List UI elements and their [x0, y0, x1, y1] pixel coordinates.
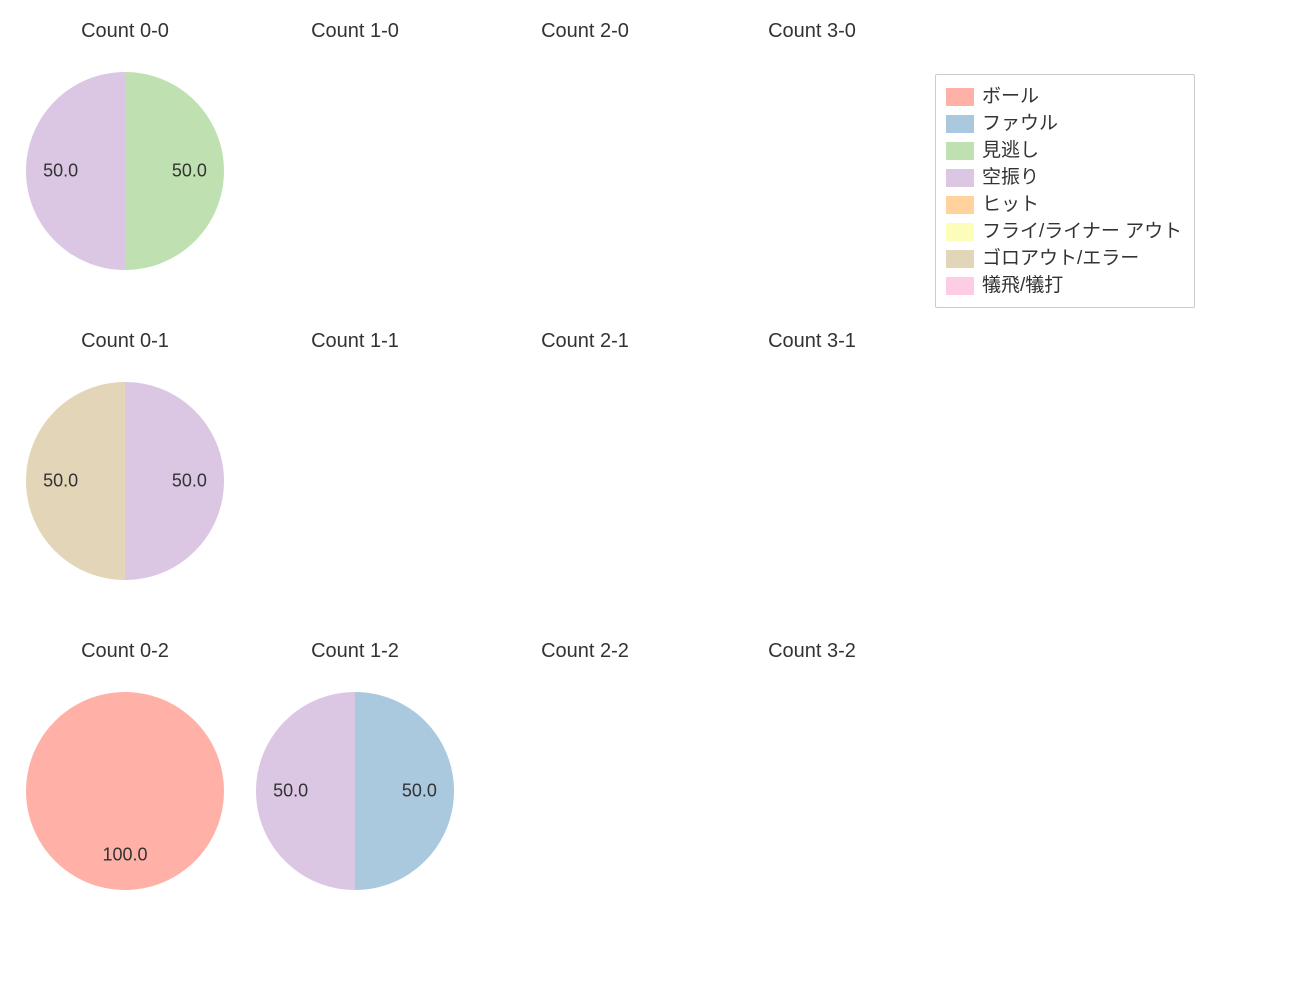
legend-item: 見逃し	[946, 137, 1182, 164]
pie-chart: 50.0 50.0	[26, 72, 224, 270]
pie-slice-label: 50.0	[43, 161, 78, 182]
pie-title: Count 1-2	[255, 640, 455, 663]
pie-slice-label: 100.0	[102, 845, 147, 866]
legend-swatch	[946, 142, 974, 160]
legend-label: 犠飛/犠打	[982, 276, 1063, 295]
legend-swatch	[946, 115, 974, 133]
pie-title: Count 2-1	[485, 330, 685, 353]
pie-title: Count 0-0	[25, 20, 225, 43]
legend-label: ヒット	[982, 195, 1039, 214]
legend: ボールファウル見逃し空振りヒットフライ/ライナー アウトゴロアウト/エラー犠飛/…	[935, 74, 1195, 308]
pie-chart: 50.0 50.0	[256, 692, 454, 890]
legend-swatch	[946, 277, 974, 295]
pie-title: Count 3-1	[712, 330, 912, 353]
legend-label: ゴロアウト/エラー	[982, 249, 1139, 268]
legend-label: ファウル	[982, 114, 1058, 133]
legend-label: フライ/ライナー アウト	[982, 222, 1182, 241]
legend-swatch	[946, 223, 974, 241]
pie-title: Count 0-2	[25, 640, 225, 663]
pie-title: Count 3-0	[712, 20, 912, 43]
legend-label: 見逃し	[982, 141, 1039, 160]
pie-title: Count 2-2	[485, 640, 685, 663]
legend-item: ヒット	[946, 191, 1182, 218]
pie-title: Count 0-1	[25, 330, 225, 353]
pie-slice-label: 50.0	[43, 471, 78, 492]
pie-slice-label: 50.0	[273, 781, 308, 802]
legend-label: 空振り	[982, 168, 1039, 187]
pie-slice-label: 50.0	[172, 161, 207, 182]
legend-item: ゴロアウト/エラー	[946, 245, 1182, 272]
pie-title: Count 3-2	[712, 640, 912, 663]
legend-item: ファウル	[946, 110, 1182, 137]
pie-title: Count 1-1	[255, 330, 455, 353]
legend-swatch	[946, 250, 974, 268]
figure-canvas: Count 0-0 50.0 50.0 Count 1-0 Count 2-0 Count…	[0, 0, 1300, 1000]
pie-slice-label: 50.0	[172, 471, 207, 492]
legend-swatch	[946, 196, 974, 214]
legend-item: 空振り	[946, 164, 1182, 191]
legend-item: フライ/ライナー アウト	[946, 218, 1182, 245]
pie-title: Count 1-0	[255, 20, 455, 43]
legend-item: 犠飛/犠打	[946, 272, 1182, 299]
pie-slice-label: 50.0	[402, 781, 437, 802]
legend-item: ボール	[946, 83, 1182, 110]
legend-label: ボール	[982, 87, 1039, 106]
pie-chart: 50.0 50.0	[26, 382, 224, 580]
pie-chart: 100.0	[26, 692, 224, 890]
legend-swatch	[946, 88, 974, 106]
pie-title: Count 2-0	[485, 20, 685, 43]
legend-swatch	[946, 169, 974, 187]
